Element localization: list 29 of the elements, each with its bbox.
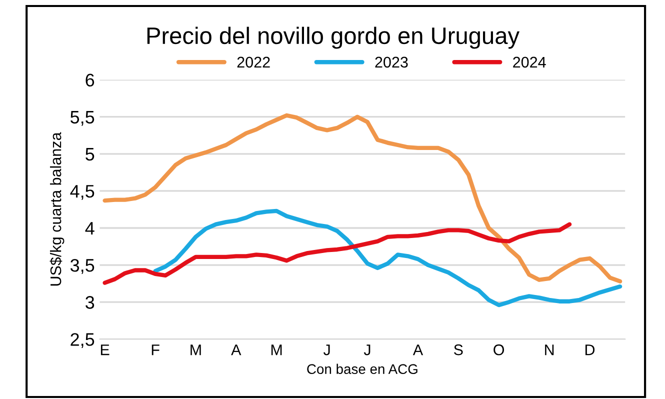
- x-tick-label: J: [364, 344, 370, 356]
- y-axis-title: US$/kg cuarta balanza: [50, 132, 64, 286]
- line-series: [102, 113, 622, 284]
- x-tick-label: N: [545, 344, 554, 356]
- x-tick-label: E: [100, 344, 110, 356]
- y-tick-label: 2,5: [70, 333, 94, 348]
- y-tick-label: 4: [85, 222, 94, 235]
- legend-label: 2022: [237, 56, 270, 68]
- x-tick-label: A: [231, 344, 242, 356]
- x-tick-label: M: [190, 344, 201, 356]
- line-series: [153, 208, 622, 308]
- y-tick-label: 3,5: [70, 258, 94, 274]
- legend-label: 2024: [513, 56, 546, 68]
- y-tick-label: 5: [86, 148, 94, 161]
- y-tick-label: 3: [86, 296, 94, 309]
- legend-label: 2023: [375, 56, 408, 68]
- chart-title: Precio del novillo gordo en Uruguay: [147, 26, 520, 49]
- x-tick-label: M: [271, 344, 282, 356]
- x-tick-label: O: [494, 344, 504, 356]
- x-tick-label: F: [152, 344, 160, 356]
- y-tick-label: 5,5: [70, 110, 94, 126]
- x-tick-label: D: [585, 344, 595, 356]
- line-series: [102, 222, 572, 285]
- x-tick-label: S: [454, 344, 463, 356]
- y-tick-label: 6: [86, 74, 94, 87]
- y-tick-label: 4,5: [70, 185, 94, 200]
- x-axis-title: Con base en ACG: [307, 364, 418, 374]
- x-tick-label: A: [412, 344, 424, 356]
- x-tick-label: J: [323, 344, 330, 356]
